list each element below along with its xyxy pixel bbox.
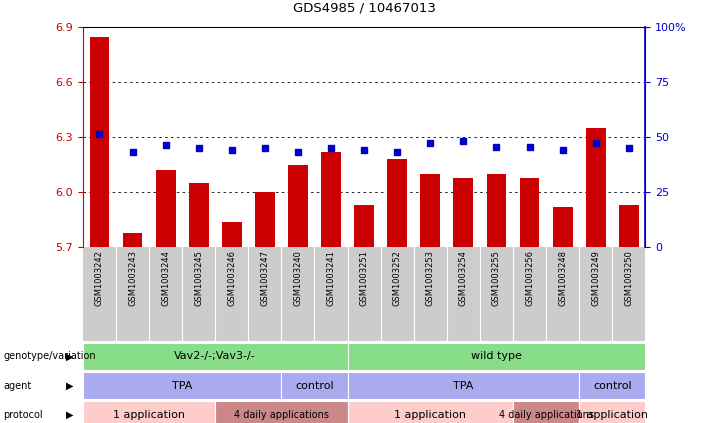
Text: genotype/variation: genotype/variation (4, 352, 96, 361)
Bar (387, 159, 407, 247)
Text: ▶: ▶ (66, 381, 74, 390)
Bar (585, 128, 606, 247)
Text: 4 daily applications: 4 daily applications (498, 410, 593, 420)
Bar (553, 207, 572, 247)
Text: protocol: protocol (4, 410, 43, 420)
Text: GDS4985 / 10467013: GDS4985 / 10467013 (293, 2, 435, 15)
Bar (255, 192, 275, 247)
Bar (420, 174, 441, 247)
Text: TPA: TPA (172, 381, 193, 390)
Text: 1 application: 1 application (576, 410, 648, 420)
Bar (123, 233, 143, 247)
Bar (487, 174, 506, 247)
Text: wild type: wild type (471, 352, 522, 361)
Bar (321, 152, 341, 247)
Bar (89, 37, 110, 247)
Text: control: control (593, 381, 632, 390)
Bar (189, 183, 208, 247)
Text: 1 application: 1 application (394, 410, 466, 420)
Bar (354, 205, 374, 247)
Text: control: control (295, 381, 334, 390)
Text: Vav2-/-;Vav3-/-: Vav2-/-;Vav3-/- (174, 352, 256, 361)
Text: ▶: ▶ (66, 410, 74, 420)
Bar (222, 222, 242, 247)
Text: TPA: TPA (454, 381, 474, 390)
Bar (288, 165, 308, 247)
Text: 4 daily applications: 4 daily applications (234, 410, 329, 420)
Text: ▶: ▶ (66, 352, 74, 361)
Bar (619, 205, 639, 247)
Bar (156, 170, 175, 247)
Text: agent: agent (4, 381, 32, 390)
Bar (520, 178, 539, 247)
Bar (454, 178, 473, 247)
Text: 1 application: 1 application (113, 410, 185, 420)
